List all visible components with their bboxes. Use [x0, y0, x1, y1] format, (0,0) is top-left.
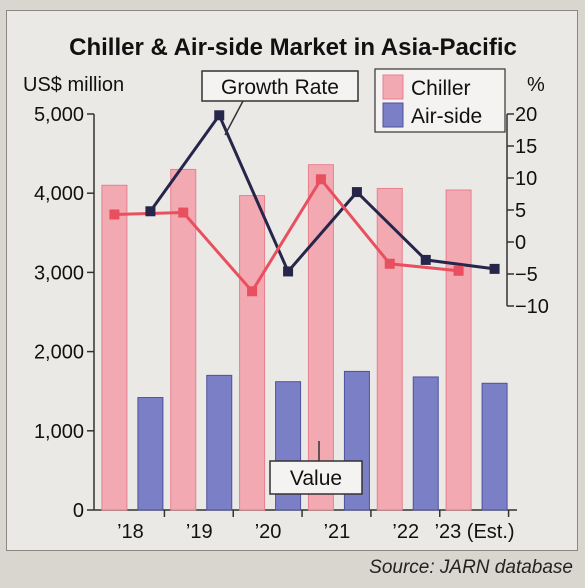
- chiller-growth-point: [247, 286, 258, 297]
- x-tick-label: ’21: [324, 521, 351, 543]
- chiller-bar: [101, 184, 128, 511]
- y-tick-label: 2,000: [34, 342, 84, 364]
- airside-bar: [481, 382, 508, 511]
- chiller-growth-point: [109, 209, 120, 220]
- y-axis-label: US$ million: [23, 74, 124, 96]
- chart-svg: Chiller & Air-side Market in Asia-Pacifi…: [23, 34, 549, 543]
- source-note: Source: JARN database: [369, 557, 573, 578]
- chiller-growth-point: [453, 265, 464, 276]
- chart-title: Chiller & Air-side Market in Asia-Pacifi…: [69, 34, 517, 61]
- y-tick-label: 0: [73, 500, 84, 522]
- x-tick-label: ’22: [392, 521, 419, 543]
- airside-bar: [137, 397, 164, 511]
- x-tick-label: ’23 (Est.): [435, 521, 515, 543]
- airside-growth-point: [420, 254, 431, 265]
- value-label-box: [269, 460, 363, 495]
- y2-tick-label: 10: [515, 168, 537, 190]
- airside-growth-line: [149, 112, 495, 275]
- airside-bar: [412, 376, 439, 511]
- legend-label-chiller: Chiller: [411, 77, 471, 100]
- legend-swatch-chiller: [382, 74, 404, 100]
- x-tick-label: ’19: [186, 521, 213, 543]
- y2-tick-label: 15: [515, 136, 537, 158]
- airside-growth-point: [489, 263, 500, 274]
- y2-tick-label: 5: [515, 200, 526, 222]
- y2-tick-label: −5: [515, 264, 538, 286]
- y-tick-label: 5,000: [34, 104, 84, 126]
- y2-tick-label: 0: [515, 232, 526, 254]
- chiller-growth-line: [114, 176, 459, 294]
- legend-label-airside: Air-side: [411, 105, 482, 128]
- y-tick-label: 1,000: [34, 421, 84, 443]
- y2-tick-label: −10: [515, 296, 549, 318]
- chart-frame: Chiller & Air-side Market in Asia-Pacifi…: [6, 10, 578, 551]
- airside-growth-point: [145, 206, 156, 217]
- y-tick-label: 4,000: [34, 183, 84, 205]
- chiller-bar: [239, 195, 266, 511]
- chiller-growth-point: [384, 258, 395, 269]
- chiller-bar: [376, 187, 403, 511]
- chiller-growth-point: [315, 174, 326, 185]
- value-label: Value: [290, 467, 342, 490]
- growth-rate-leader: [224, 100, 244, 136]
- airside-bar: [206, 374, 233, 511]
- airside-growth-point: [283, 266, 294, 277]
- y-tick-label: 3,000: [34, 262, 84, 284]
- y2-axis-label: %: [527, 74, 545, 96]
- x-tick-label: ’18: [117, 521, 144, 543]
- airside-growth-point: [214, 110, 225, 121]
- y2-tick-label: 20: [515, 104, 537, 126]
- legend-swatch-airside: [382, 102, 404, 128]
- chiller-bar: [445, 189, 472, 511]
- growth-rate-label-box: [201, 70, 359, 102]
- chiller-bar: [170, 168, 197, 511]
- chiller-growth-point: [178, 207, 189, 218]
- growth-rate-label: Growth Rate: [221, 76, 339, 99]
- airside-growth-point: [351, 187, 362, 198]
- x-tick-label: ’20: [255, 521, 282, 543]
- chiller-bar: [307, 164, 334, 511]
